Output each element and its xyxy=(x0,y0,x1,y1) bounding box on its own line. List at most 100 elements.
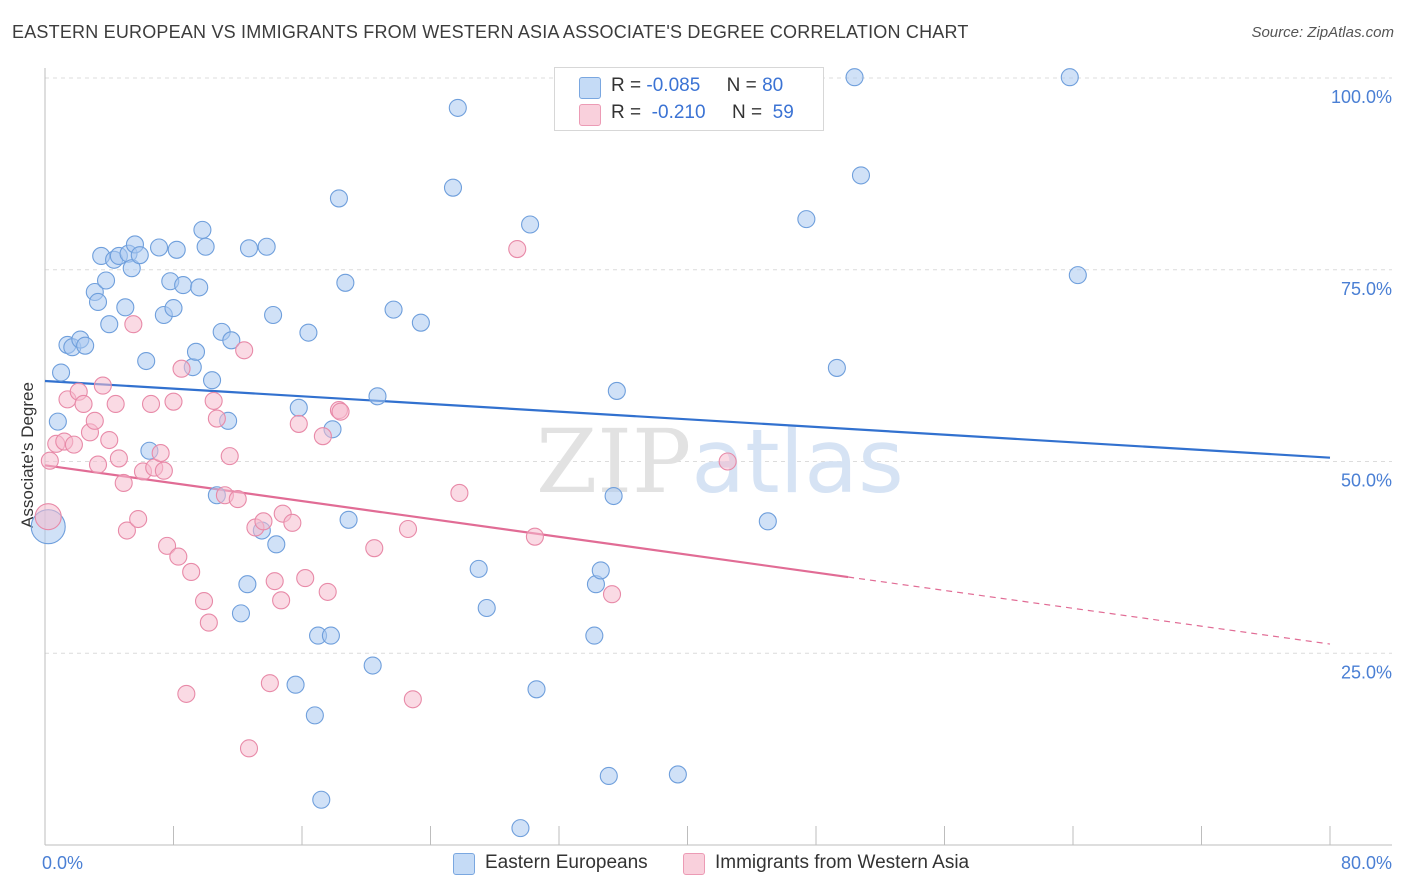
point-eastern-european xyxy=(193,220,212,239)
point-eastern-european xyxy=(469,559,488,578)
point-eastern-european xyxy=(48,412,67,431)
point-western-asia xyxy=(106,394,125,414)
point-western-asia xyxy=(254,512,273,531)
point-western-asia xyxy=(154,461,173,480)
point-western-asia xyxy=(40,451,59,470)
point-western-asia xyxy=(272,591,291,610)
point-western-asia xyxy=(313,427,332,446)
legend-label: Immigrants from Western Asia xyxy=(715,852,970,873)
y-tick-label: 25.0% xyxy=(1341,662,1392,682)
point-western-asia xyxy=(508,239,527,259)
point-western-asia xyxy=(331,402,350,421)
point-eastern-european xyxy=(607,381,626,400)
point-eastern-european xyxy=(100,315,119,334)
point-eastern-european xyxy=(305,706,324,725)
point-western-asia xyxy=(124,315,143,334)
legend-label: Eastern Europeans xyxy=(485,852,648,873)
legend-swatch-pink xyxy=(579,104,601,126)
r-label: R = xyxy=(611,75,642,96)
point-eastern-european xyxy=(585,626,604,645)
n-label: N = xyxy=(731,102,763,123)
point-eastern-european xyxy=(286,675,305,694)
point-western-asia xyxy=(109,449,128,468)
point-eastern-european xyxy=(363,656,382,675)
stats-legend: R = -0.085 N = 80 R = -0.210 N = 59 xyxy=(554,67,824,131)
y-tick-label: 75.0% xyxy=(1341,279,1392,299)
point-western-asia xyxy=(114,473,133,493)
point-western-asia xyxy=(117,521,136,540)
point-western-asia xyxy=(602,585,622,604)
point-western-asia xyxy=(450,483,469,502)
r-value: -0.085 xyxy=(646,75,701,96)
point-western-asia xyxy=(88,455,108,474)
point-eastern-european xyxy=(231,604,251,623)
point-eastern-european xyxy=(289,398,308,417)
point-western-asia xyxy=(199,613,218,632)
point-western-asia xyxy=(194,592,214,611)
trend-lines xyxy=(44,379,1331,645)
chart-title: EASTERN EUROPEAN VS IMMIGRANTS FROM WEST… xyxy=(12,22,969,42)
r-label: R = xyxy=(611,102,642,123)
point-eastern-european xyxy=(758,512,777,531)
tick-labels: 100.0% 75.0% 50.0% 25.0% 0.0% 80.0% xyxy=(42,87,1392,873)
point-eastern-european xyxy=(88,292,108,312)
point-eastern-european xyxy=(1060,68,1079,87)
point-eastern-european xyxy=(196,237,215,256)
point-western-asia xyxy=(398,519,418,539)
point-eastern-european xyxy=(511,819,530,838)
n-value: 80 xyxy=(762,75,784,96)
point-eastern-european xyxy=(222,331,241,350)
n-label: N = xyxy=(726,75,757,96)
grid-lines xyxy=(45,77,1392,654)
point-eastern-european xyxy=(599,766,618,786)
point-eastern-european xyxy=(96,271,116,290)
trend-line-eastern-europeans xyxy=(44,379,1331,459)
point-eastern-european xyxy=(264,305,283,325)
point-eastern-european xyxy=(149,238,169,257)
point-eastern-european xyxy=(167,240,186,259)
point-eastern-european xyxy=(130,246,149,265)
point-western-asia xyxy=(365,539,384,558)
point-western-asia xyxy=(172,359,191,378)
point-eastern-european xyxy=(851,166,871,185)
point-eastern-european xyxy=(827,358,846,377)
point-eastern-european xyxy=(521,215,540,234)
point-eastern-european xyxy=(116,298,135,317)
n-value: 59 xyxy=(772,102,794,123)
point-eastern-european xyxy=(336,273,355,292)
point-eastern-european xyxy=(267,535,286,554)
point-eastern-european xyxy=(797,210,816,229)
point-western-asia xyxy=(289,414,308,433)
point-eastern-european xyxy=(321,626,340,645)
point-eastern-european xyxy=(190,278,209,297)
point-western-asia xyxy=(177,684,196,703)
point-eastern-european xyxy=(527,680,546,699)
point-eastern-european xyxy=(174,276,193,295)
point-eastern-european xyxy=(443,178,463,197)
point-eastern-european xyxy=(186,342,206,361)
point-western-asia xyxy=(151,444,170,463)
point-eastern-european xyxy=(238,575,257,594)
point-western-asia xyxy=(169,547,188,566)
point-western-asia xyxy=(93,376,112,395)
x-tick-label: 0.0% xyxy=(42,853,83,873)
point-western-asia xyxy=(207,409,226,428)
point-western-asia xyxy=(158,536,177,555)
data-points xyxy=(30,68,1087,838)
point-western-asia xyxy=(318,582,337,601)
point-western-asia xyxy=(100,430,119,450)
point-western-asia xyxy=(220,447,239,466)
point-western-asia xyxy=(74,394,93,414)
point-eastern-european xyxy=(591,561,610,580)
point-western-asia xyxy=(129,509,148,529)
point-western-asia xyxy=(260,674,279,693)
legend-swatch-pink xyxy=(683,853,705,875)
point-western-asia xyxy=(283,513,302,532)
point-western-asia xyxy=(718,452,737,471)
point-western-asia xyxy=(34,503,62,531)
point-eastern-european xyxy=(1068,266,1087,285)
point-eastern-european xyxy=(76,336,95,355)
point-western-asia xyxy=(235,341,254,360)
point-eastern-european xyxy=(239,239,259,258)
